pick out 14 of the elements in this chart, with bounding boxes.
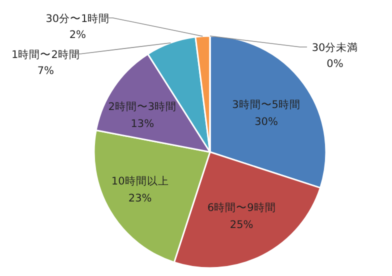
data-label: 13%: [130, 118, 154, 130]
slice-label: 10時間以上: [111, 174, 169, 188]
slice-label: 30分〜1時間: [46, 12, 110, 25]
data-label: 25%: [230, 219, 254, 232]
slice-label: 1時間〜2時間: [12, 48, 80, 61]
slice-label: 6時間〜9時間: [207, 201, 276, 214]
data-label: 7%: [37, 64, 54, 77]
text: 0%: [326, 58, 344, 70]
category-label: 30分未満: [312, 42, 358, 54]
data-label: 2%: [69, 28, 86, 41]
slice-label: 3時間〜5時間: [232, 98, 300, 112]
data-label: 30%: [254, 116, 278, 128]
data-label: 23%: [128, 192, 152, 204]
slice-label: 2時間〜3時間: [108, 100, 177, 113]
